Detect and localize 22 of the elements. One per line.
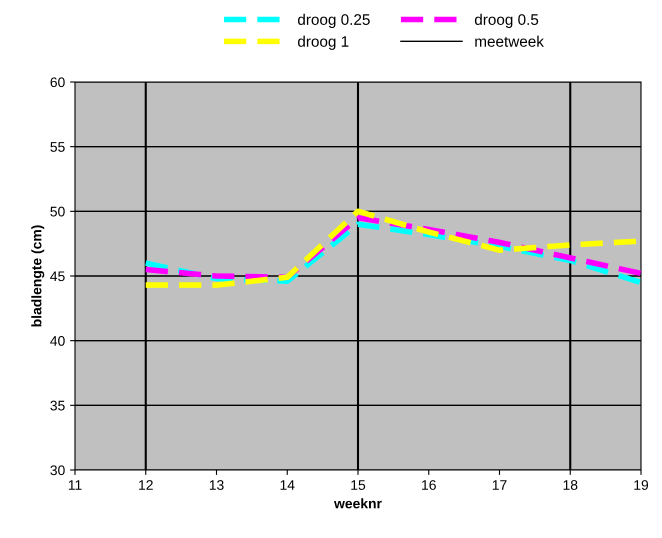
y-tick-label: 50: [50, 206, 65, 217]
x-axis-title: weeknr: [334, 498, 382, 508]
y-tick-label: 30: [50, 465, 65, 476]
y-tick-label: 40: [50, 336, 65, 346]
legend-label: droog 0.5: [474, 14, 538, 28]
legend-label: droog 0.25: [298, 14, 370, 28]
y-tick-label: 60: [50, 77, 65, 88]
legend-label: droog 1: [298, 36, 348, 50]
y-tick-label: 35: [50, 400, 65, 411]
x-tick-label: 17: [492, 480, 507, 490]
x-tick-label: 13: [210, 480, 224, 490]
x-tick-label: 18: [564, 480, 578, 490]
y-tick-label: 55: [50, 142, 65, 152]
legend-label: meetweek: [475, 36, 544, 47]
x-tick-label: 12: [139, 480, 153, 490]
x-tick-label: 16: [422, 480, 436, 490]
x-tick-label: 19: [634, 480, 648, 490]
y-tick-label: 45: [50, 271, 65, 282]
x-tick-label: 14: [280, 480, 295, 490]
x-tick-label: 11: [68, 480, 82, 490]
x-tick-label: 15: [351, 480, 366, 490]
y-axis-title: bladlengte (cm): [31, 225, 44, 326]
